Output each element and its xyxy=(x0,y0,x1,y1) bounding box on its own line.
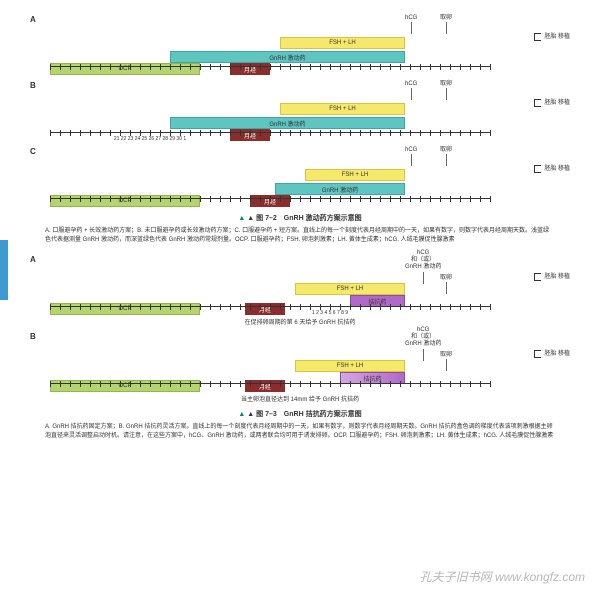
timeline: hCG 和（或） GnRH 激动药 取卵 胚胎 移植 FSH + LH 拮抗药 … xyxy=(50,332,490,392)
timeline: hCG 取卵 胚胎 移植 FSH + LH GnRH 激动药 月经 21 22 … xyxy=(50,81,490,141)
axis xyxy=(50,66,490,75)
triangle-icon: ▲ xyxy=(238,411,245,418)
gnrh-bar: GnRH 激动药 xyxy=(275,183,405,195)
axis xyxy=(50,198,490,207)
triangle-icon: ▲ xyxy=(238,215,245,222)
gnrh-bar: GnRH 激动药 xyxy=(170,51,405,63)
fig72-panel-a: A hCG 取卵 胚胎 移植 FSH + LH GnRH 激动药 OCP 月经 xyxy=(30,15,570,75)
fig72-desc: A. 口服避孕药 + 长效激动药方案；B. 未口服避孕药或长效激动药方案；C. … xyxy=(45,227,555,245)
embryo-bracket: 胚胎 移植 xyxy=(544,99,570,107)
fig73-panel-b: B hCG 和（或） GnRH 激动药 取卵 胚胎 移植 FSH + LH 拮抗… xyxy=(30,332,570,403)
tick-labels: 1 2 3 4 5 6 7 8 9 xyxy=(312,310,348,316)
fig73-panel-a: A hCG 和（或） GnRH 激动药 取卵 胚胎 移植 FSH + LH 拮抗… xyxy=(30,255,570,326)
fsh-bar: FSH + LH xyxy=(280,103,405,115)
caption-text: ▲ 图 7–2 GnRH 激动药方案示意图 xyxy=(247,215,361,222)
panel-label: B xyxy=(30,81,36,90)
embryo-bracket: 胚胎 移植 xyxy=(544,350,570,358)
hcg-or-arrow: hCG 和（或） GnRH 激动药 xyxy=(405,327,441,349)
panel-label: A xyxy=(30,255,36,264)
fsh-bar: FSH + LH xyxy=(295,283,405,295)
retrieval-arrow: 取卵 xyxy=(440,275,452,282)
retrieval-arrow: 取卵 xyxy=(440,352,452,359)
timeline: hCG 取卵 胚胎 移植 FSH + LH GnRH 激动药 OCP 月经 xyxy=(50,15,490,75)
timeline: hCG 和（或） GnRH 激动药 取卵 胚胎 移植 FSH + LH 拮抗药 … xyxy=(50,255,490,315)
page: A hCG 取卵 胚胎 移植 FSH + LH GnRH 激动药 OCP 月经 … xyxy=(0,0,600,600)
axis: 21 22 23 24 25 26 27 28 29 30 1 xyxy=(50,132,490,141)
axis xyxy=(50,383,490,392)
hcg-arrow: hCG xyxy=(405,147,417,154)
fig72-panel-b: B hCG 取卵 胚胎 移植 FSH + LH GnRH 激动药 月经 21 2… xyxy=(30,81,570,141)
retrieval-arrow: 取卵 xyxy=(440,15,452,22)
fig73-desc: A. GnRH 拮抗药固定方案；B. GnRH 拮抗药灵活方案。直线上的每一个刻… xyxy=(45,423,555,441)
axis: 1 2 3 4 5 6 7 8 9 xyxy=(50,306,490,315)
side-accent-bar xyxy=(0,240,8,300)
gnrh-bar: GnRH 激动药 xyxy=(170,117,405,129)
retrieval-arrow: 取卵 xyxy=(440,147,452,154)
embryo-bracket: 胚胎 移植 xyxy=(544,273,570,281)
embryo-bracket: 胚胎 移植 xyxy=(544,165,570,173)
fsh-bar: FSH + LH xyxy=(280,37,405,49)
fsh-bar: FSH + LH xyxy=(295,360,405,372)
timeline: hCG 取卵 胚胎 移植 FSH + LH GnRH 激动药 OCP 月经 xyxy=(50,147,490,207)
fsh-bar: FSH + LH xyxy=(305,169,405,181)
panel-sub: 在促排卵周期的第 6 天给予 GnRH 抗拮药 xyxy=(30,317,570,326)
hcg-or-arrow: hCG 和（或） GnRH 激动药 xyxy=(405,250,441,272)
tick-labels: 21 22 23 24 25 26 27 28 29 30 1 xyxy=(114,136,186,142)
panel-sub: 当主卵泡直径达到 14mm 给予 GnRH 抗拮药 xyxy=(30,394,570,403)
watermark: 孔夫子旧书网 www.kongfz.com xyxy=(420,568,585,585)
fig73-caption: ▲ ▲ 图 7–3 GnRH 拮抗药方案示意图 xyxy=(30,409,570,419)
fig72-caption: ▲ ▲ 图 7–2 GnRH 激动药方案示意图 xyxy=(30,213,570,223)
panel-label: A xyxy=(30,15,36,24)
retrieval-arrow: 取卵 xyxy=(440,81,452,88)
embryo-bracket: 胚胎 移植 xyxy=(544,33,570,41)
panel-label: C xyxy=(30,147,36,156)
caption-text: ▲ 图 7–3 GnRH 拮抗药方案示意图 xyxy=(247,411,361,418)
fig72-panel-c: C hCG 取卵 胚胎 移植 FSH + LH GnRH 激动药 OCP 月经 xyxy=(30,147,570,207)
panel-label: B xyxy=(30,332,36,341)
hcg-arrow: hCG xyxy=(405,81,417,88)
hcg-arrow: hCG xyxy=(405,15,417,22)
